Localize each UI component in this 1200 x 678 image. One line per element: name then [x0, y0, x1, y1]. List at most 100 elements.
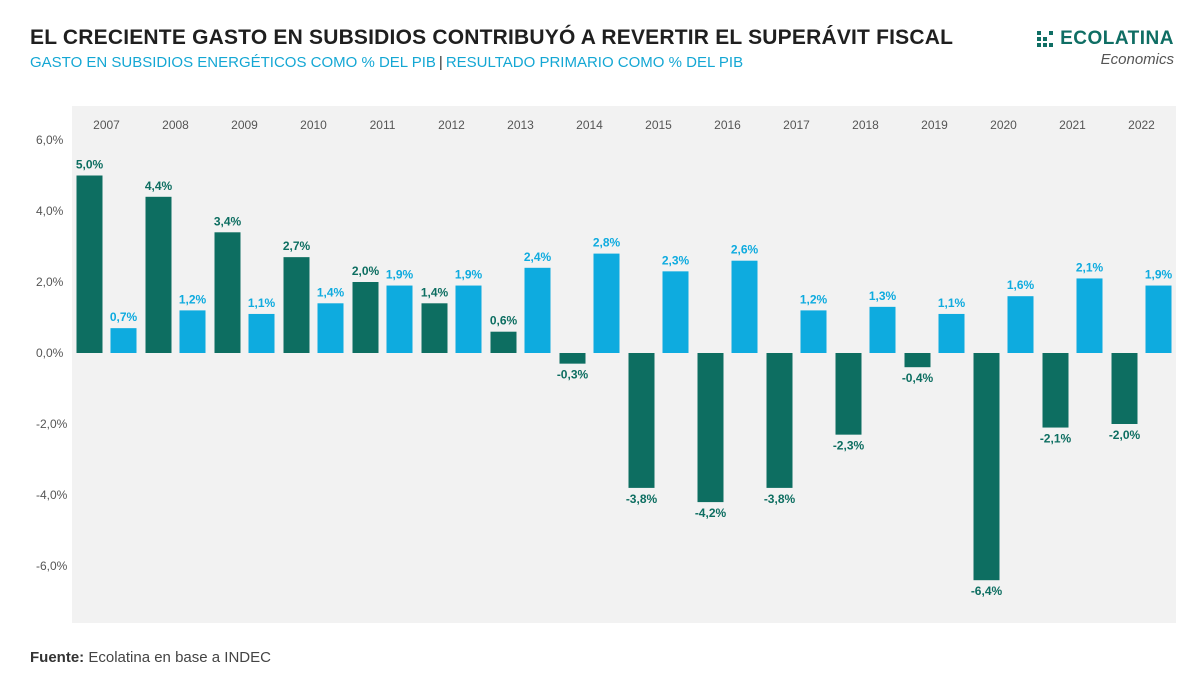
- bar-resultado-primario: [628, 353, 655, 488]
- logo-tagline: Economics: [1100, 51, 1174, 68]
- bar-chart: 6,0% 4,0% 2,0% 0,0% -2,0% -4,0% -6,0% 2007 5,0% 0…: [36, 106, 1176, 623]
- bar-subsidios: [662, 271, 689, 353]
- x-tick-label: 2009: [231, 118, 258, 132]
- bar-resultado-primario: [559, 353, 586, 364]
- data-label-resultado: 3,4%: [214, 214, 242, 228]
- x-tick-label: 2021: [1059, 118, 1086, 132]
- data-label-subsidios: 1,9%: [455, 268, 483, 282]
- bar-subsidios: [110, 328, 137, 353]
- bar-resultado-primario: [697, 353, 724, 503]
- data-label-resultado: 4,4%: [145, 179, 173, 193]
- data-label-subsidios: 2,3%: [662, 253, 690, 267]
- x-tick-label: 2012: [438, 118, 465, 132]
- y-tick-label: -6,0%: [36, 559, 68, 573]
- bar-subsidios: [1007, 296, 1034, 353]
- y-tick-label: 0,0%: [36, 346, 64, 360]
- x-tick-label: 2016: [714, 118, 741, 132]
- x-tick-label: 2015: [645, 118, 672, 132]
- source-text: Ecolatina en base a INDEC: [88, 649, 271, 666]
- chart-title: EL CRECIENTE GASTO EN SUBSIDIOS CONTRIBU…: [30, 26, 954, 49]
- x-tick-label: 2022: [1128, 118, 1155, 132]
- bar-resultado-primario: [904, 353, 931, 368]
- source-label: Fuente:: [30, 649, 85, 666]
- data-label-subsidios: 1,1%: [248, 296, 276, 310]
- data-label-subsidios: 1,9%: [1145, 268, 1173, 282]
- data-label-resultado: 1,4%: [421, 285, 449, 299]
- bar-subsidios: [938, 313, 965, 353]
- data-label-resultado: -2,0%: [1109, 428, 1141, 442]
- bar-resultado-primario: [835, 353, 862, 435]
- data-label-subsidios: 1,3%: [869, 289, 897, 303]
- y-tick-label: 2,0%: [36, 275, 64, 289]
- chart-subtitle: GASTO EN SUBSIDIOS ENERGÉTICOS COMO % DE…: [30, 54, 743, 71]
- data-label-subsidios: 1,6%: [1007, 278, 1035, 292]
- data-label-subsidios: 2,4%: [524, 250, 552, 264]
- bar-resultado-primario: [1042, 353, 1069, 428]
- subtitle-series-subsidios: GASTO EN SUBSIDIOS ENERGÉTICOS COMO % DE…: [30, 54, 436, 71]
- data-label-resultado: -0,3%: [557, 368, 589, 382]
- data-label-resultado: 2,0%: [352, 264, 380, 278]
- bar-subsidios: [524, 267, 551, 353]
- bar-subsidios: [593, 253, 620, 353]
- x-tick-label: 2020: [990, 118, 1017, 132]
- ecolatina-grid-icon: [1037, 31, 1054, 47]
- data-label-resultado: 0,6%: [490, 314, 518, 328]
- bar-subsidios: [455, 285, 482, 353]
- y-tick-label: -2,0%: [36, 417, 68, 431]
- bar-resultado-primario: [352, 282, 379, 353]
- data-label-subsidios: 0,7%: [110, 310, 138, 324]
- y-tick-label: -4,0%: [36, 488, 68, 502]
- bar-resultado-primario: [1111, 353, 1138, 424]
- data-label-resultado: -3,8%: [626, 492, 658, 506]
- data-label-subsidios: 1,9%: [386, 268, 414, 282]
- x-tick-label: 2008: [162, 118, 189, 132]
- data-label-subsidios: 2,6%: [731, 243, 759, 257]
- logo-name: ECOLATINA: [1060, 28, 1174, 49]
- bar-subsidios: [800, 310, 827, 353]
- data-label-subsidios: 2,8%: [593, 236, 621, 250]
- plot-background: [72, 106, 1176, 623]
- ecolatina-logo: ECOLATINA Economics: [1037, 28, 1174, 68]
- data-label-subsidios: 1,4%: [317, 285, 345, 299]
- bar-resultado-primario: [214, 232, 241, 353]
- x-tick-label: 2010: [300, 118, 327, 132]
- x-tick-label: 2007: [93, 118, 120, 132]
- y-tick-label: 4,0%: [36, 204, 64, 218]
- bar-resultado-primario: [421, 303, 448, 353]
- bar-subsidios: [1076, 278, 1103, 353]
- bar-resultado-primario: [973, 353, 1000, 581]
- data-label-resultado: -6,4%: [971, 584, 1003, 598]
- data-label-subsidios: 1,1%: [938, 296, 966, 310]
- subtitle-series-resultado: RESULTADO PRIMARIO COMO % DEL PIB: [445, 54, 744, 71]
- x-tick-label: 2017: [783, 118, 810, 132]
- bar-resultado-primario: [76, 175, 103, 353]
- subtitle-separator: |: [438, 54, 443, 71]
- data-label-resultado: -0,4%: [902, 371, 934, 385]
- bar-resultado-primario: [766, 353, 793, 488]
- data-label-resultado: -2,3%: [833, 439, 865, 453]
- data-label-resultado: -2,1%: [1040, 432, 1072, 446]
- source-note: Fuente: Ecolatina en base a INDEC: [30, 649, 271, 666]
- data-label-resultado: 2,7%: [283, 239, 311, 253]
- data-label-resultado: 5,0%: [76, 158, 104, 172]
- x-tick-label: 2018: [852, 118, 879, 132]
- bar-subsidios: [386, 285, 413, 353]
- x-tick-label: 2011: [370, 118, 396, 132]
- data-label-subsidios: 1,2%: [179, 292, 207, 306]
- data-label-subsidios: 1,2%: [800, 292, 828, 306]
- x-tick-label: 2014: [576, 118, 603, 132]
- y-tick-label: 6,0%: [36, 133, 64, 147]
- bar-subsidios: [317, 303, 344, 353]
- bar-resultado-primario: [283, 257, 310, 353]
- bar-subsidios: [1145, 285, 1172, 353]
- bar-subsidios: [731, 260, 758, 353]
- data-label-subsidios: 2,1%: [1076, 260, 1104, 274]
- data-label-resultado: -4,2%: [695, 506, 727, 520]
- data-label-resultado: -3,8%: [764, 492, 796, 506]
- bar-subsidios: [179, 310, 206, 353]
- bar-resultado-primario: [145, 196, 172, 353]
- x-tick-label: 2013: [507, 118, 534, 132]
- bar-subsidios: [248, 313, 275, 353]
- bar-subsidios: [869, 306, 896, 353]
- bar-resultado-primario: [490, 331, 517, 353]
